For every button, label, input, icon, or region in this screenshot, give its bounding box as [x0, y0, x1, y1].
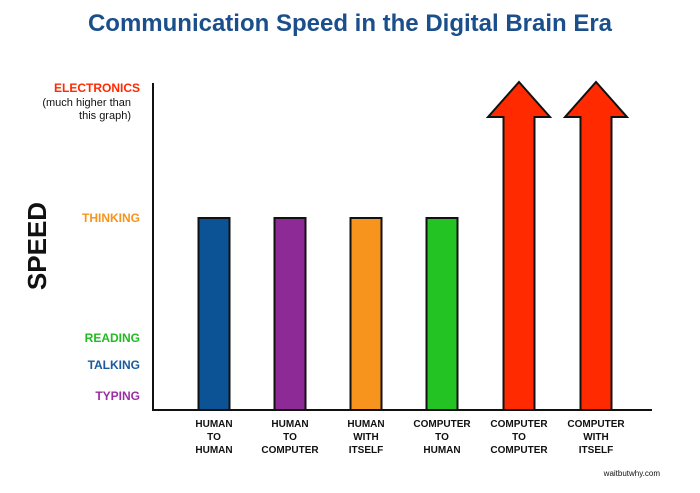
x-tick-label-5: COMPUTER	[490, 445, 548, 456]
y-tick-label-thinking: THINKING	[82, 211, 140, 225]
x-tick-label-4: COMPUTER	[413, 419, 471, 430]
bar-1	[197, 217, 231, 411]
bar-4	[425, 217, 459, 411]
x-tick-label-1: HUMAN	[195, 445, 232, 456]
bar-arrow-5	[485, 80, 553, 411]
y-tick-label-talking: TALKING	[88, 358, 140, 372]
x-tick-label-3: HUMAN	[347, 419, 384, 430]
y-axis-title: SPEED	[22, 202, 52, 290]
x-tick-label-5: TO	[512, 432, 526, 443]
x-tick-label-6: WITH	[583, 432, 609, 443]
y-tick-label-typing: TYPING	[95, 389, 140, 403]
x-tick-label-5: COMPUTER	[490, 419, 548, 430]
x-tick-label-1: HUMAN	[195, 419, 232, 430]
x-tick-label-4: TO	[435, 432, 449, 443]
bar-3	[349, 217, 383, 411]
x-tick-label-6: COMPUTER	[567, 419, 625, 430]
x-tick-label-3: WITH	[353, 432, 379, 443]
x-tick-label-4: HUMAN	[423, 445, 460, 456]
x-tick-label-1: TO	[207, 432, 221, 443]
x-tick-label-2: TO	[283, 432, 297, 443]
x-tick-label-6: ITSELF	[579, 445, 613, 456]
credit-text: waitbutwhy.com	[603, 469, 661, 478]
x-tick-label-3: ITSELF	[349, 445, 383, 456]
bar-arrow-6	[562, 80, 630, 411]
y-tick-sublabel-electronics: this graph)	[79, 110, 131, 122]
bar-2	[273, 217, 307, 411]
chart-title: Communication Speed in the Digital Brain…	[87, 10, 613, 37]
x-tick-label-2: COMPUTER	[261, 445, 319, 456]
y-tick-label-reading: READING	[85, 331, 140, 345]
x-tick-label-2: HUMAN	[271, 419, 308, 430]
y-tick-sublabel-electronics: (much higher than	[42, 97, 131, 109]
y-tick-label-electronics: ELECTRONICS	[54, 81, 140, 95]
